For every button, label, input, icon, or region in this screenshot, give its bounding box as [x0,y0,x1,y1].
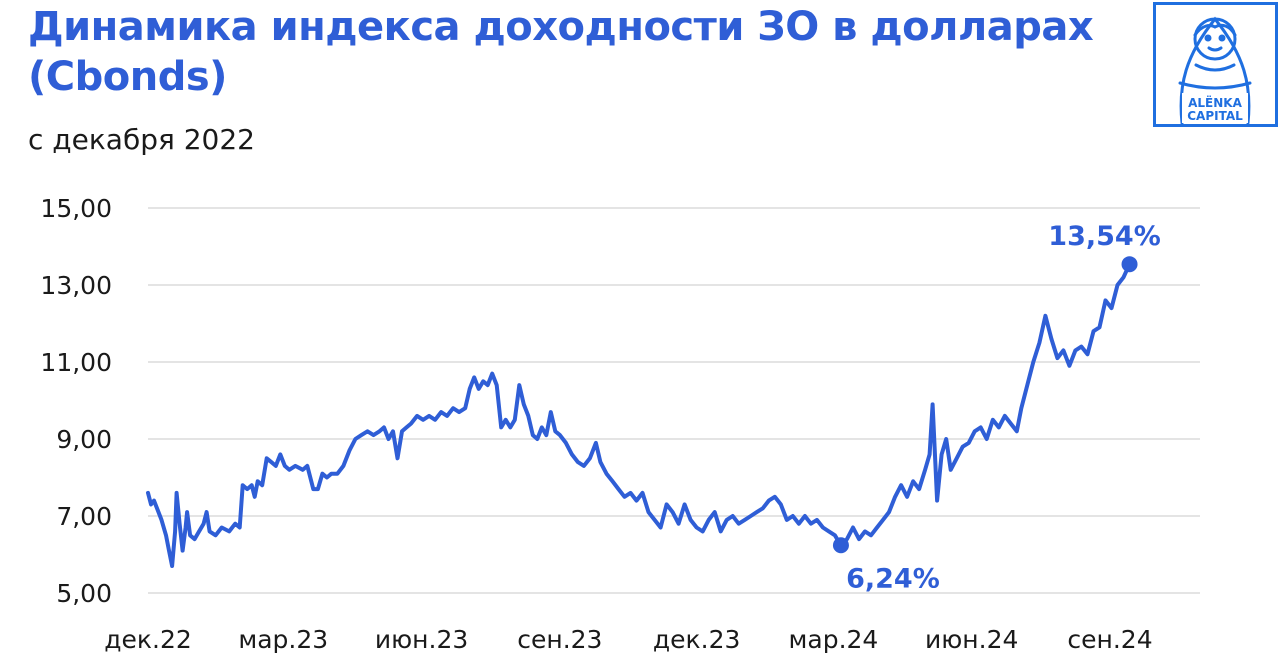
annotation-point [832,537,849,554]
x-tick-label: дек.23 [653,625,741,654]
x-tick-label: июн.23 [375,625,468,654]
y-tick-label: 15,00 [40,194,112,223]
y-tick-label: 13,00 [40,271,112,300]
y-tick-label: 5,00 [56,579,112,608]
x-tick-label: июн.24 [925,625,1018,654]
logo-text-line1: ALЁNKA [1188,95,1242,110]
x-tick-label: дек.22 [104,625,192,654]
y-tick-label: 9,00 [56,425,112,454]
x-tick-label: сен.23 [517,625,602,654]
chart-title-line2: (Cbonds) [28,54,227,100]
series-layer [146,262,1132,568]
alenka-capital-logo: ALЁNKA CAPITAL [1153,2,1278,127]
chart-title: Динамика индекса доходности ЗО в доллара… [28,2,1148,102]
x-axis-ticks: дек.22 мар.23 июн.23 сен.23 дек.23 мар.24 июн.… [104,625,1152,654]
chart-subtitle: с декабря 2022 [28,123,255,156]
y-axis-ticks: 15,00 13,00 11,00 9,00 7,00 5,00 [40,194,112,608]
annotations: 6,24% 13,54% [832,221,1161,594]
grid-lines [148,207,1200,594]
x-tick-label: сен.24 [1067,625,1152,654]
y-tick-label: 7,00 [56,502,112,531]
chart-title-line1: Динамика индекса доходности ЗО в доллара… [28,4,1094,50]
annotation-label: 6,24% [846,563,940,594]
logo-text-line2: CAPITAL [1187,109,1243,123]
y-tick-label: 11,00 [40,348,112,377]
matryoshka-icon: ALЁNKA CAPITAL [1178,16,1252,124]
annotation-point [1121,256,1138,273]
series-line [146,262,1132,568]
x-tick-label: мар.24 [789,625,879,654]
annotation-label: 13,54% [1048,221,1160,252]
x-tick-label: мар.23 [238,625,328,654]
